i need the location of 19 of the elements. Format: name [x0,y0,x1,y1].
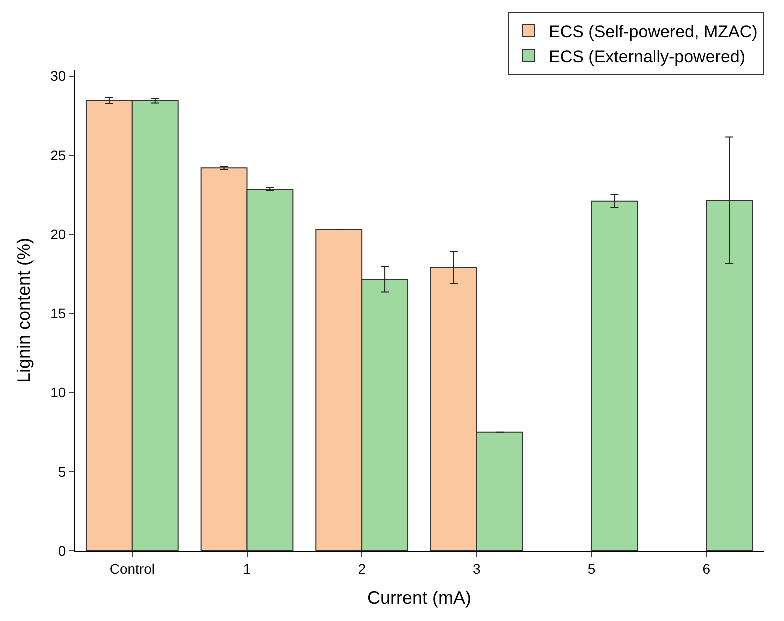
x-axis-title: Current (mA) [367,588,472,608]
bar [591,200,638,551]
x-tick-label: 2 [358,560,366,577]
y-tick-label: 15 [50,306,66,322]
y-tick-label: 0 [58,542,66,559]
legend-label: ECS (Externally-powered) [549,48,746,67]
x-tick-label: 5 [588,560,596,577]
y-tick-label: 20 [50,226,66,242]
y-tick-label: 10 [50,384,66,401]
y-axis-title: Lignin content (%) [14,238,34,384]
y-tick-label: 5 [58,464,66,480]
y-tick-label: 25 [50,147,66,164]
x-tick-label: 1 [243,560,252,577]
x-tick-label: Control [110,560,155,577]
legend-label: ECS (Self-powered, MZAC) [549,22,758,42]
x-tick-label: 6 [702,560,711,577]
bar [706,200,754,551]
y-tick-label: 30 [50,68,66,84]
x-tick-label: 3 [473,560,482,577]
